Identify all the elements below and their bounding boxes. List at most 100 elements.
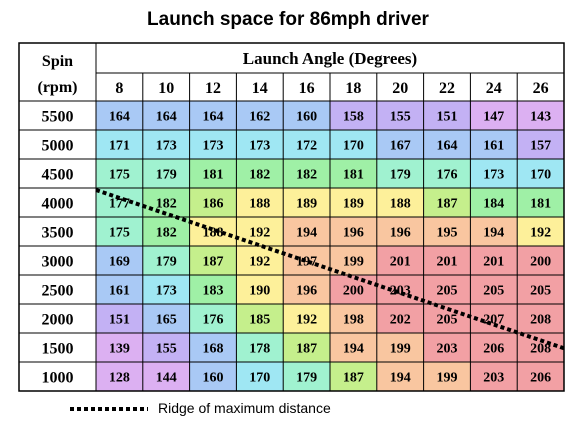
cell-value: 144 xyxy=(156,371,177,386)
table-cell xyxy=(142,362,190,391)
table-cell xyxy=(330,101,377,130)
table-cell xyxy=(330,217,377,246)
column-label: 16 xyxy=(299,80,315,97)
cell-value: 205 xyxy=(437,284,458,299)
table-cell xyxy=(470,130,518,159)
table-cell xyxy=(142,275,190,304)
cell-value: 202 xyxy=(390,313,411,328)
cell-value: 194 xyxy=(483,226,504,241)
table-cell xyxy=(330,362,377,391)
cell-value: 188 xyxy=(249,197,270,212)
cell-value: 143 xyxy=(530,110,551,125)
cell-value: 192 xyxy=(296,313,317,328)
table-cell xyxy=(283,130,330,159)
cell-value: 192 xyxy=(249,255,270,270)
table-cell xyxy=(283,188,330,217)
cell-value: 179 xyxy=(156,168,177,183)
cell-value: 187 xyxy=(296,342,317,357)
cell-value: 181 xyxy=(530,197,551,212)
cell-value: 185 xyxy=(249,313,270,328)
cell-value: 192 xyxy=(249,226,270,241)
cell-value: 183 xyxy=(203,284,224,299)
cell-value: 182 xyxy=(156,197,177,212)
cell-value: 186 xyxy=(203,197,224,212)
cell-value: 199 xyxy=(343,255,364,270)
cell-value: 196 xyxy=(390,226,411,241)
cell-value: 196 xyxy=(296,284,317,299)
table-cell xyxy=(423,275,471,304)
cell-value: 187 xyxy=(437,197,458,212)
table-cell xyxy=(517,362,564,391)
table-cell xyxy=(330,130,377,159)
table-cell xyxy=(189,159,237,188)
cell-value: 208 xyxy=(530,313,551,328)
column-label: 18 xyxy=(345,80,361,97)
table-cell xyxy=(330,188,377,217)
table-cell xyxy=(96,159,143,188)
table-cell xyxy=(470,246,518,275)
cell-value: 151 xyxy=(437,110,458,125)
cell-value: 195 xyxy=(437,226,458,241)
table-cell xyxy=(236,130,284,159)
table-cell xyxy=(517,246,564,275)
cell-value: 181 xyxy=(343,168,364,183)
table-cell xyxy=(470,188,518,217)
table-cell xyxy=(376,188,424,217)
cell-value: 197 xyxy=(296,255,317,270)
cell-value: 179 xyxy=(296,371,317,386)
column-label: 26 xyxy=(533,80,549,97)
table-cell xyxy=(376,217,424,246)
table-cell xyxy=(236,275,284,304)
table-cell xyxy=(470,275,518,304)
cell-value: 173 xyxy=(156,139,177,154)
table-cell xyxy=(142,217,190,246)
cell-value: 170 xyxy=(530,168,551,183)
table-cell xyxy=(283,362,330,391)
cell-value: 172 xyxy=(296,139,317,154)
cell-value: 206 xyxy=(483,342,504,357)
table-cell xyxy=(189,101,237,130)
table-cell xyxy=(96,333,143,362)
cell-value: 201 xyxy=(437,255,458,270)
table-cell xyxy=(423,362,471,391)
cell-value: 194 xyxy=(296,226,317,241)
row-label: 4500 xyxy=(42,167,74,184)
table-cell xyxy=(236,362,284,391)
table-cell xyxy=(96,275,143,304)
cell-value: 151 xyxy=(109,313,130,328)
table-cell xyxy=(423,333,471,362)
column-label: 12 xyxy=(205,80,221,97)
cell-value: 200 xyxy=(343,284,364,299)
row-label: 3000 xyxy=(42,254,74,271)
table-cell xyxy=(423,246,471,275)
cell-value: 170 xyxy=(343,139,364,154)
table-cell xyxy=(189,246,237,275)
cell-value: 205 xyxy=(437,313,458,328)
header-background xyxy=(19,43,564,101)
row-label: 2500 xyxy=(42,283,74,300)
cell-value: 158 xyxy=(343,110,364,125)
ridge-line xyxy=(95,188,567,351)
table-cell xyxy=(423,159,471,188)
table-cell xyxy=(189,333,237,362)
cell-value: 205 xyxy=(530,284,551,299)
cell-value: 157 xyxy=(530,139,551,154)
cell-value: 162 xyxy=(249,110,270,125)
cell-value: 206 xyxy=(530,371,551,386)
column-group-label: Launch Angle (Degrees) xyxy=(243,49,417,68)
table-cell xyxy=(330,333,377,362)
row-header-label: Spin xyxy=(42,53,73,70)
table-cell xyxy=(142,333,190,362)
cell-value: 188 xyxy=(390,197,411,212)
table-cell xyxy=(189,362,237,391)
table-cell xyxy=(236,304,284,333)
table-cell xyxy=(236,188,284,217)
cell-value: 179 xyxy=(390,168,411,183)
row-header-label: (rpm) xyxy=(38,79,78,96)
table-cell xyxy=(96,130,143,159)
table-cell xyxy=(189,188,237,217)
column-label: 10 xyxy=(158,80,174,97)
cell-value: 178 xyxy=(249,342,270,357)
cell-value: 179 xyxy=(156,255,177,270)
